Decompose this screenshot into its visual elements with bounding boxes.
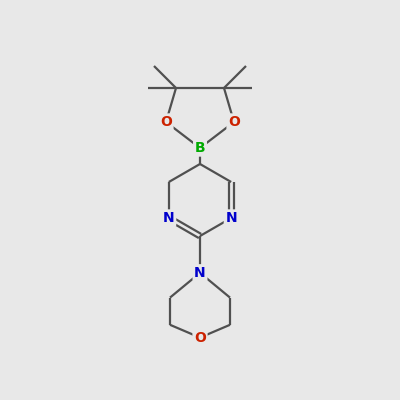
Text: B: B — [195, 141, 205, 155]
Text: O: O — [160, 115, 172, 129]
Text: O: O — [194, 330, 206, 344]
Text: O: O — [228, 115, 240, 129]
Text: N: N — [194, 266, 206, 280]
Text: N: N — [163, 211, 175, 225]
Text: N: N — [225, 211, 237, 225]
